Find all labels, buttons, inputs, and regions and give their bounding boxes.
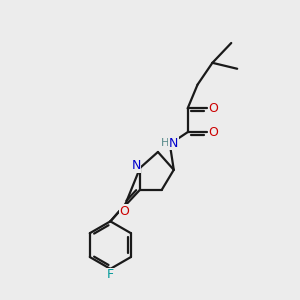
Text: O: O [119,205,129,218]
Text: N: N [169,136,178,150]
Text: H: H [161,138,169,148]
Text: O: O [208,102,218,115]
Text: F: F [107,268,114,281]
Text: O: O [208,126,218,139]
Text: N: N [131,159,141,172]
